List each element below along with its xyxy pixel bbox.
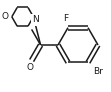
- Text: Br: Br: [93, 67, 103, 76]
- Text: N: N: [32, 15, 39, 24]
- Text: O: O: [26, 63, 33, 72]
- Text: O: O: [1, 12, 8, 21]
- Text: F: F: [63, 14, 69, 23]
